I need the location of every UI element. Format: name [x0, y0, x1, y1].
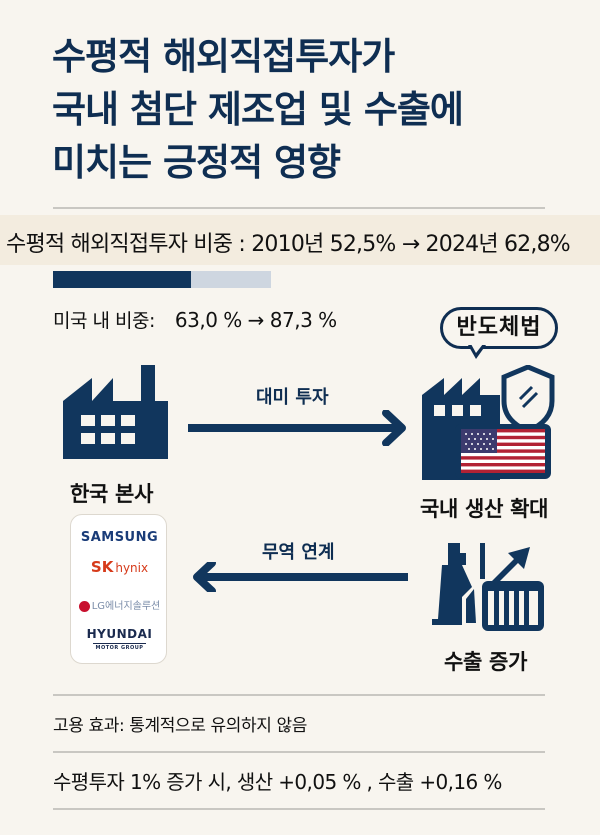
company-logos-card: SAMSUNG SK hynix LG에너지솔루션 HYUNDAI MOTOR G… [70, 514, 167, 664]
export-label: 수출 증가 [444, 650, 528, 674]
hynix-logo-text: hynix [115, 561, 149, 575]
sk-logo-text: SK [90, 558, 114, 576]
hyundai-logo-sub: MOTOR GROUP [95, 645, 144, 651]
divider-3 [53, 808, 545, 810]
speech-bubble: 반도체법 [440, 307, 558, 349]
export-container-icon [432, 543, 544, 631]
arrow-right-icon [188, 410, 406, 446]
elasticity-note: 수평투자 1% 증가 시, 생산 +0,05 % , 수출 +0,16 % [53, 770, 502, 794]
factory-shield-flag-icon [422, 365, 555, 480]
page-title: 수평적 해외직접투자가 국내 첨단 제조업 및 수출에 미치는 긍정적 영향 [52, 30, 572, 189]
invest-arrow-label: 대미 투자 [256, 387, 329, 408]
arrow-left-icon [193, 562, 408, 592]
share-text: 수평적 해외직접투자 비중 : 2010년 52,5% → 2024년 62,8… [6, 232, 571, 257]
hyundai-logo-rule [93, 643, 146, 644]
title-line-2: 국내 첨단 제조업 및 수출에 [52, 88, 464, 131]
domestic-label: 국내 생산 확대 [420, 497, 549, 521]
speech-bubble-tail-inner [471, 344, 483, 353]
employment-note: 고용 효과: 통계적으로 유의하지 않음 [53, 716, 307, 736]
share-bar-fill [53, 271, 191, 288]
lg-logo: LG에너지솔루션 [71, 597, 168, 612]
factory-icon [63, 365, 168, 459]
samsung-logo: SAMSUNG [80, 530, 159, 545]
divider-2 [53, 751, 545, 753]
us-share: 미국 내 비중: 63,0 % → 87,3 % [53, 306, 337, 333]
hq-label: 한국 본사 [70, 482, 154, 506]
us-share-label: 미국 내 비중: [53, 310, 155, 332]
title-line-1: 수평적 해외직접투자가 [52, 35, 395, 78]
divider-1 [53, 694, 545, 696]
us-share-value: 63,0 % → 87,3 % [174, 308, 337, 332]
share-band [0, 215, 600, 265]
title-line-3: 미치는 긍정적 영향 [52, 141, 341, 184]
hyundai-logo: HYUNDAI [86, 627, 153, 641]
sk-hynix-logo: SK hynix [71, 558, 168, 576]
divider-top [53, 207, 545, 209]
lg-logo-text: LG에너지솔루션 [91, 601, 161, 612]
lg-circle-icon [78, 600, 90, 612]
trade-arrow-label: 무역 연계 [262, 542, 335, 563]
